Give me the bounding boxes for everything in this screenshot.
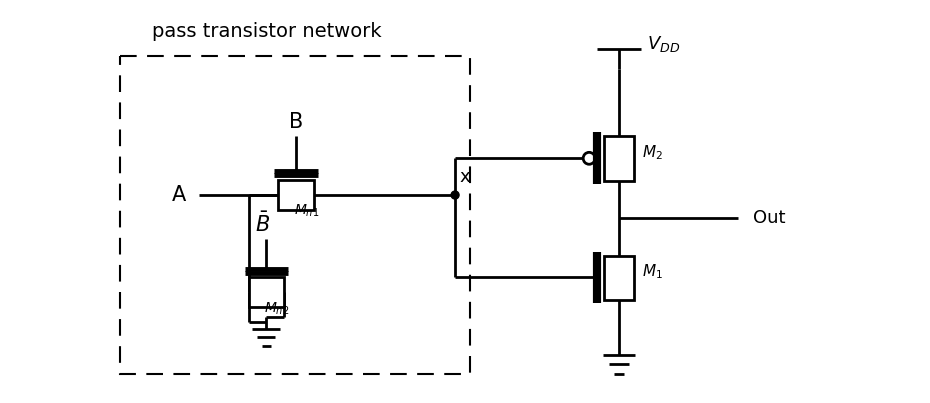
Text: $M_2$: $M_2$ <box>642 143 662 162</box>
Bar <box>604 137 634 181</box>
Text: $M_{n1}$: $M_{n1}$ <box>294 203 320 219</box>
Text: $\bar{B}$: $\bar{B}$ <box>255 212 270 236</box>
Text: $M_1$: $M_1$ <box>642 262 663 281</box>
Text: A: A <box>172 185 186 205</box>
Bar <box>120 56 470 374</box>
Text: Out: Out <box>753 209 786 227</box>
Bar <box>278 180 314 210</box>
Text: pass transistor network: pass transistor network <box>152 22 381 41</box>
Text: $M_{n2}$: $M_{n2}$ <box>264 300 290 317</box>
Text: x: x <box>459 168 471 186</box>
Bar <box>248 278 285 307</box>
Text: B: B <box>289 112 303 131</box>
Circle shape <box>451 191 459 199</box>
Bar <box>604 256 634 300</box>
Text: $V_{DD}$: $V_{DD}$ <box>646 34 680 54</box>
